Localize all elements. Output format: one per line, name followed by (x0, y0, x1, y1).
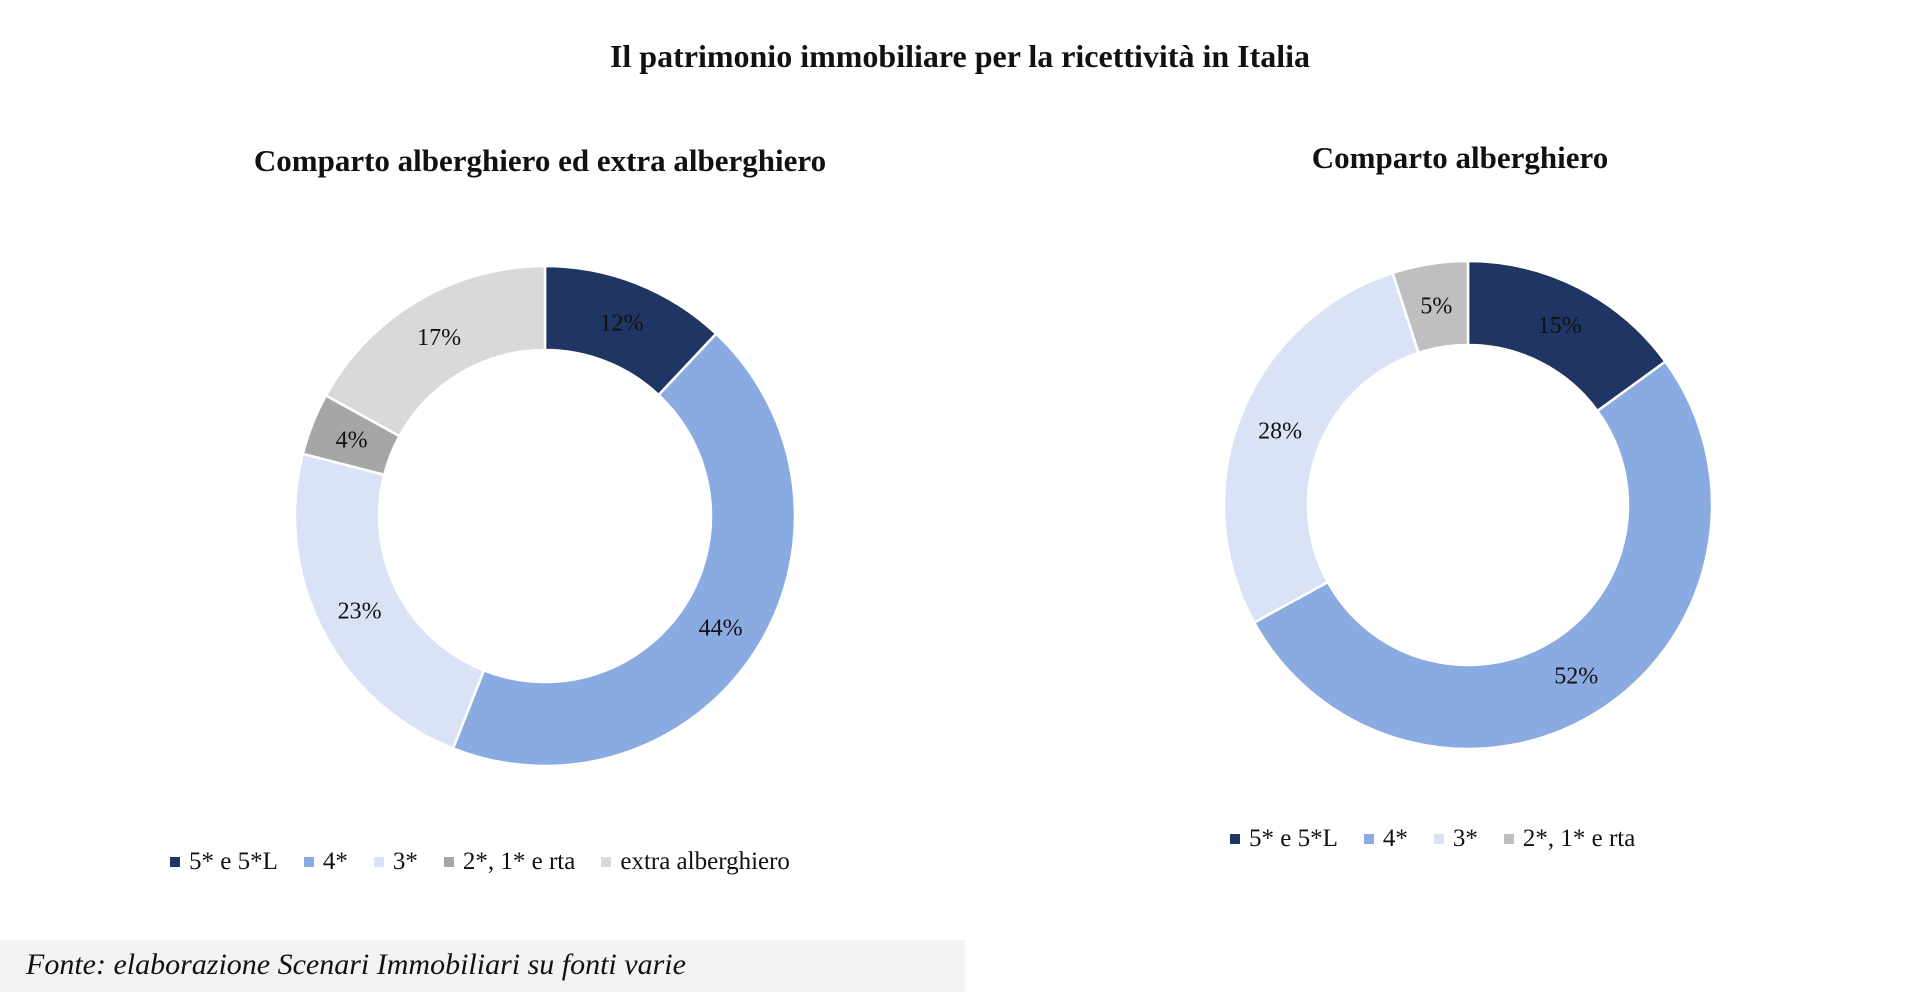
legend-item: 4* (1363, 825, 1408, 853)
legend-label: 3* (1452, 825, 1478, 852)
donut-slice (1222, 271, 1421, 625)
legend-item: 2*, 1* e rta (1503, 825, 1636, 853)
legend-label: 4* (1382, 825, 1408, 852)
legend-item: 3* (1433, 825, 1478, 853)
legend-label: 3* (392, 848, 418, 875)
data-label: 23% (338, 598, 382, 624)
page-title: Il patrimonio immobiliare per la ricetti… (609, 38, 1311, 74)
data-label: 15% (1538, 313, 1582, 339)
legend-item: extra alberghiero (601, 848, 790, 876)
chart-title-left: Comparto alberghiero ed extra alberghier… (253, 143, 827, 178)
legend-label: 2*, 1* e rta (1522, 825, 1636, 852)
legend-swatch (1433, 834, 1444, 844)
donut-slice (451, 331, 797, 768)
legend-swatch (373, 857, 384, 867)
legend-swatch (1363, 834, 1374, 844)
legend-label: 5* e 5*L (189, 848, 278, 875)
legend-item: 2*, 1* e rta (443, 848, 576, 876)
data-label: 28% (1258, 419, 1302, 445)
data-label: 4% (336, 427, 368, 453)
legend-swatch (601, 857, 612, 867)
legend-label: 4* (322, 848, 348, 875)
legend-left: 5* e 5*L 4* 3* 2*, 1* e rta extra alberg… (170, 848, 816, 876)
source-note: Fonte: elaborazione Scenari Immobiliari … (0, 940, 965, 992)
legend-swatch (443, 857, 454, 867)
legend-swatch (1230, 834, 1240, 844)
donut-slice (1252, 359, 1714, 751)
legend-item: 3* (373, 848, 418, 876)
legend-item: 4* (303, 848, 348, 876)
legend-right: 5* e 5*L 4* 3* 2*, 1* e rta (1230, 825, 1661, 853)
legend-label: 2*, 1* e rta (462, 848, 576, 875)
legend-item: 5* e 5*L (1230, 825, 1338, 853)
legend-label: extra alberghiero (620, 848, 790, 875)
donut-slice (1391, 259, 1470, 355)
legend-swatch (1503, 834, 1514, 844)
data-label: 17% (417, 325, 461, 351)
data-label: 52% (1554, 664, 1598, 690)
data-label: 5% (1420, 293, 1452, 319)
legend-swatch (170, 857, 180, 867)
chart-title-right: Comparto alberghiero (1311, 140, 1609, 175)
legend-label: 5* e 5*L (1249, 825, 1338, 852)
legend-item: 5* e 5*L (170, 848, 278, 876)
data-label: 12% (600, 311, 644, 337)
legend-swatch (303, 857, 314, 867)
donut-slice (324, 264, 547, 438)
data-label: 44% (699, 615, 743, 641)
donut-slice (293, 452, 486, 751)
